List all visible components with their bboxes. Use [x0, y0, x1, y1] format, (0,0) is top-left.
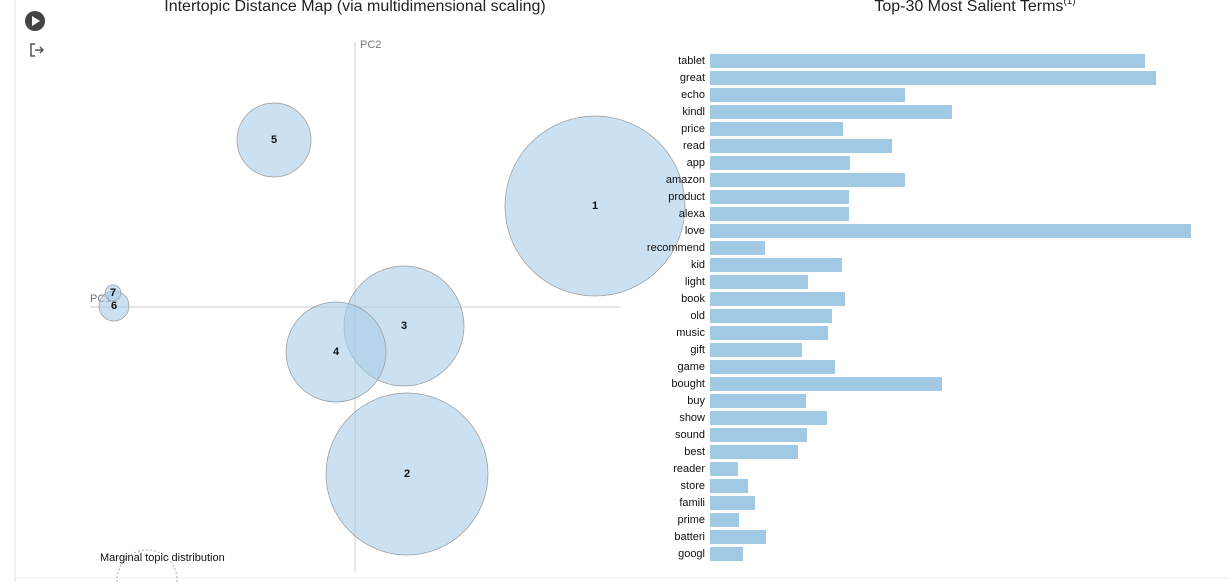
bar: [710, 88, 905, 102]
topic-label: 1: [592, 200, 598, 212]
subtitle: Marginal topic distribution: [100, 552, 225, 564]
chart-title: Intertopic Distance Map (via multidimens…: [164, 0, 546, 15]
term-label: best: [684, 446, 705, 458]
bar: [710, 139, 892, 153]
bar: [710, 173, 905, 187]
bar: [710, 105, 952, 119]
output-icon[interactable]: [30, 43, 45, 57]
term-label: show: [679, 412, 705, 424]
bar: [710, 343, 802, 357]
term-label: tablet: [678, 55, 705, 67]
term-label: old: [690, 310, 705, 322]
run-icon: [32, 16, 40, 26]
output-icon-arrow: [35, 46, 45, 54]
term-label: book: [681, 293, 705, 305]
marginal-circle: [116, 549, 178, 587]
plot-area: Intertopic Distance Map (via multidimens…: [90, 0, 1191, 572]
bar: [710, 258, 842, 272]
topic-label: 3: [401, 320, 407, 332]
bar: [710, 479, 748, 493]
term-label: batteri: [674, 531, 705, 543]
term-label: echo: [681, 89, 705, 101]
term-label: sound: [675, 429, 705, 441]
term-label: recommend: [647, 242, 705, 254]
bar: [710, 241, 765, 255]
topic-bubble: [285, 301, 387, 403]
term-label: read: [683, 140, 705, 152]
chart-title-note: (1): [1063, 0, 1075, 7]
term-label: game: [677, 361, 705, 373]
bar: [710, 377, 942, 391]
output-icon-frame: [30, 43, 35, 57]
term-label: great: [680, 72, 705, 84]
bar: [710, 326, 828, 340]
topic-bubble: [104, 284, 122, 302]
term-label: kindl: [682, 106, 705, 118]
run-button[interactable]: [25, 11, 45, 31]
topic-bubble: [325, 392, 489, 556]
bar: [710, 292, 845, 306]
topic-label: 5: [271, 134, 277, 146]
term-label: love: [685, 225, 705, 237]
bar: [710, 360, 835, 374]
term-label: app: [687, 157, 705, 169]
bar: [710, 428, 807, 442]
bar: [710, 224, 1191, 238]
bar: [710, 156, 850, 170]
y-axis-label: PC2: [360, 39, 381, 51]
bar: [710, 445, 798, 459]
term-label: famili: [679, 497, 705, 509]
term-label: music: [676, 327, 705, 339]
bar: [710, 190, 849, 204]
bar: [710, 547, 743, 561]
chart-title-text: Top-30 Most Salient Terms: [874, 0, 1063, 15]
topic-label: 6: [111, 300, 117, 312]
term-label: reader: [673, 463, 705, 475]
bar: [710, 309, 832, 323]
bar: [710, 530, 766, 544]
term-label: kid: [691, 259, 705, 271]
term-label: light: [685, 276, 705, 288]
chart-title: Top-30 Most Salient Terms(1): [874, 0, 1075, 15]
term-label: googl: [678, 548, 705, 560]
term-label: bought: [671, 378, 705, 390]
term-label: store: [681, 480, 705, 492]
topic-bubble: [504, 115, 686, 297]
bar: [710, 411, 827, 425]
topic-bubble: [236, 102, 312, 178]
topic-label: 2: [404, 468, 410, 480]
bar: [710, 513, 739, 527]
bar: [710, 462, 738, 476]
term-label: product: [668, 191, 705, 203]
bar: [710, 122, 843, 136]
bar: [710, 54, 1145, 68]
bar: [710, 71, 1156, 85]
term-label: amazon: [666, 174, 705, 186]
term-label: buy: [687, 395, 705, 407]
topic-label: 4: [333, 346, 340, 358]
term-label: price: [681, 123, 705, 135]
bar: [710, 207, 849, 221]
term-label: prime: [677, 514, 705, 526]
term-label: gift: [690, 344, 705, 356]
bar: [710, 496, 755, 510]
term-label: alexa: [679, 208, 706, 220]
topic-label: 7: [110, 287, 116, 299]
bar: [710, 275, 808, 289]
bar: [710, 394, 806, 408]
